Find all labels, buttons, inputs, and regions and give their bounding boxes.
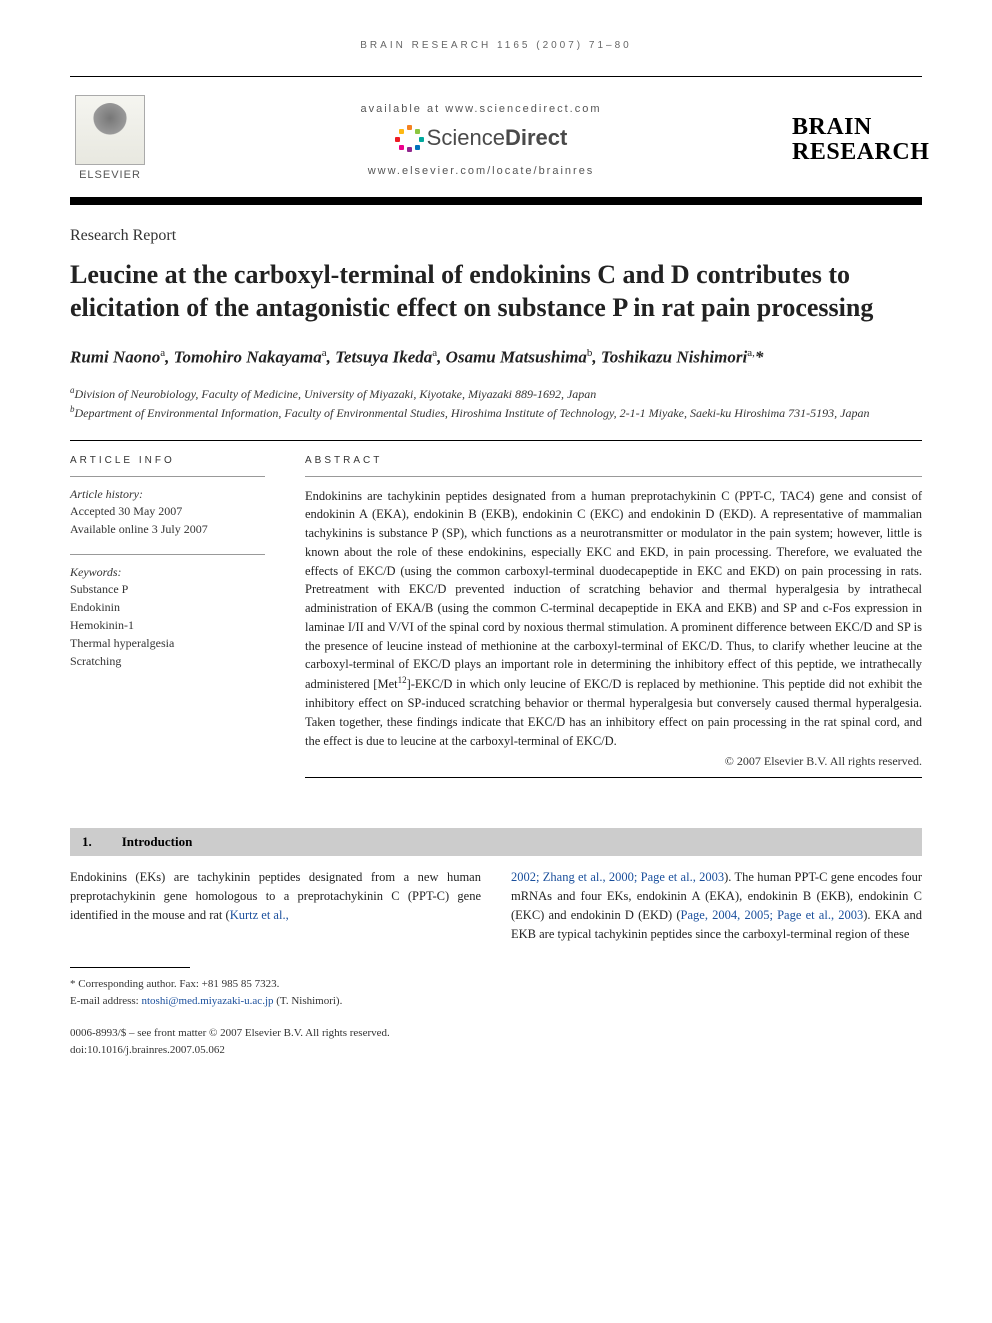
email-link[interactable]: ntoshi@med.miyazaki-u.ac.jp [141, 995, 273, 1007]
keyword: Hemokinin-1 [70, 616, 265, 634]
section-number: 1. [82, 834, 92, 850]
citation-link[interactable]: Kurtz et al., [230, 908, 289, 922]
abstract-bottom-rule [305, 777, 922, 778]
masthead-center: available at www.sciencedirect.com Scien… [170, 103, 792, 177]
abstract-heading: ABSTRACT [305, 455, 922, 466]
available-at-line: available at www.sciencedirect.com [170, 103, 792, 115]
article-info-heading: ARTICLE INFO [70, 455, 265, 466]
abstract-copyright: © 2007 Elsevier B.V. All rights reserved… [305, 754, 922, 769]
footnote-rule [70, 967, 190, 968]
locate-url: www.elsevier.com/locate/brainres [170, 165, 792, 177]
affiliation-line: aDivision of Neurobiology, Faculty of Me… [70, 384, 922, 403]
author-list: Rumi Naonoa, Tomohiro Nakayamaa, Tetsuya… [70, 346, 922, 370]
history-accepted: Accepted 30 May 2007 [70, 502, 265, 520]
keyword: Thermal hyperalgesia [70, 634, 265, 652]
elsevier-tree-icon [75, 95, 145, 165]
body-col-left: Endokinins (EKs) are tachykinin peptides… [70, 868, 481, 943]
abstract-subrule [305, 476, 922, 477]
keyword: Endokinin [70, 598, 265, 616]
article-info-sidebar: ARTICLE INFO Article history: Accepted 3… [70, 455, 265, 789]
abstract-block: ABSTRACT Endokinins are tachykinin pepti… [305, 455, 922, 789]
article-type: Research Report [70, 227, 922, 245]
section-title: Introduction [122, 834, 193, 850]
citation-link[interactable]: 2002; Zhang et al., 2000; Page et al., 2… [511, 870, 724, 884]
corresponding-author-footnote: * Corresponding author. Fax: +81 985 85 … [70, 976, 922, 1009]
history-label: Article history: [70, 487, 265, 502]
sciencedirect-wordmark: ScienceDirect [427, 125, 568, 151]
publisher-logo-block: ELSEVIER [70, 95, 170, 185]
masthead-rule [70, 197, 922, 205]
info-subrule [70, 476, 265, 477]
journal-logo: BRAIN RESEARCH [792, 115, 922, 165]
article-info-grid: ARTICLE INFO Article history: Accepted 3… [70, 455, 922, 789]
article-title: Leucine at the carboxyl-terminal of endo… [70, 259, 922, 324]
keyword: Scratching [70, 652, 265, 670]
elsevier-wordmark: ELSEVIER [79, 169, 141, 181]
keywords-label: Keywords: [70, 565, 265, 580]
affiliation-list: aDivision of Neurobiology, Faculty of Me… [70, 384, 922, 422]
elsevier-logo: ELSEVIER [70, 95, 150, 185]
info-subrule [70, 554, 265, 555]
keyword: Substance P [70, 580, 265, 598]
sciencedirect-logo: ScienceDirect [395, 125, 568, 151]
citation-link[interactable]: Page, 2004, 2005; Page et al., 2003 [681, 908, 864, 922]
body-columns: Endokinins (EKs) are tachykinin peptides… [70, 868, 922, 943]
journal-logo-block: BRAIN RESEARCH [792, 115, 922, 165]
affiliation-line: bDepartment of Environmental Information… [70, 403, 922, 422]
running-head: BRAIN RESEARCH 1165 (2007) 71–80 [70, 40, 922, 51]
masthead: ELSEVIER available at www.sciencedirect.… [70, 76, 922, 197]
info-top-rule [70, 440, 922, 441]
abstract-text: Endokinins are tachykinin peptides desig… [305, 487, 922, 751]
body-col-right: 2002; Zhang et al., 2000; Page et al., 2… [511, 868, 922, 943]
section-heading-bar: 1. Introduction [70, 828, 922, 856]
front-matter-meta: 0006-8993/$ – see front matter © 2007 El… [70, 1025, 922, 1058]
history-online: Available online 3 July 2007 [70, 520, 265, 538]
sciencedirect-burst-icon [395, 125, 421, 151]
